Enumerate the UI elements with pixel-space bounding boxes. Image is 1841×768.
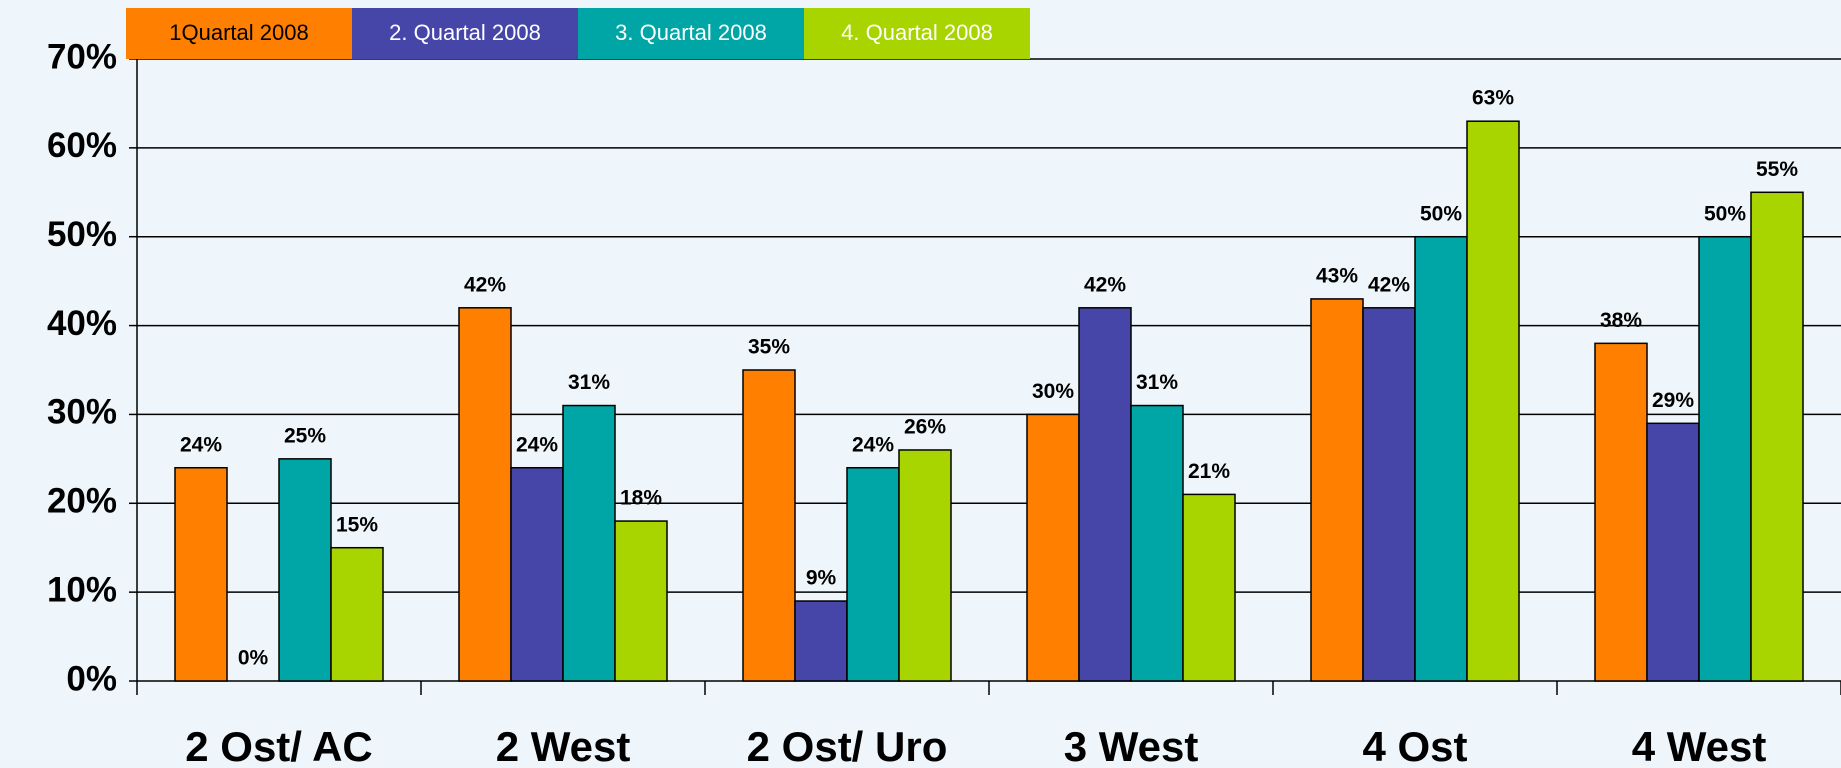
y-tick-label: 0% <box>66 659 117 698</box>
y-tick-label: 40% <box>47 304 117 343</box>
bar <box>562 404 616 682</box>
value-label: 43% <box>1316 264 1358 287</box>
bar <box>510 466 564 682</box>
bar <box>1414 235 1468 682</box>
value-label: 25% <box>284 424 326 447</box>
value-label: 24% <box>852 433 894 456</box>
bar <box>794 600 848 682</box>
value-label: 35% <box>748 336 790 359</box>
value-label: 55% <box>1756 158 1798 181</box>
y-tick-label: 50% <box>47 215 117 254</box>
bar <box>278 458 332 682</box>
x-tick-label: 2 West <box>496 723 631 768</box>
x-tick-label: 4 West <box>1632 723 1767 768</box>
bar <box>458 307 512 682</box>
value-label: 9% <box>806 567 837 590</box>
bar <box>1466 120 1520 682</box>
value-label: 26% <box>904 416 946 439</box>
bar <box>330 546 384 682</box>
value-label: 63% <box>1472 87 1514 110</box>
x-tick-label: 4 Ost <box>1362 723 1467 768</box>
x-tick-label: 2 Ost/ Uro <box>747 723 948 768</box>
x-tick-label: 2 Ost/ AC <box>185 723 372 768</box>
legend-swatch <box>804 8 1030 59</box>
legend-swatch <box>352 8 578 59</box>
y-tick-label: 10% <box>47 570 117 609</box>
bar <box>1078 307 1132 682</box>
y-tick-label: 30% <box>47 393 117 432</box>
bar <box>614 520 668 682</box>
value-label: 42% <box>1368 273 1410 296</box>
value-label: 31% <box>1136 371 1178 394</box>
legend-label: 3. Quartal 2008 <box>615 20 767 45</box>
legend-swatch <box>126 8 352 59</box>
bar <box>1026 413 1080 682</box>
bar <box>174 466 228 682</box>
y-tick-label: 20% <box>47 482 117 521</box>
bar <box>1310 298 1364 682</box>
value-label: 0% <box>238 647 269 670</box>
value-label: 29% <box>1652 389 1694 412</box>
value-label: 30% <box>1032 380 1074 403</box>
bar <box>898 449 952 682</box>
bar <box>1750 191 1804 682</box>
value-label: 24% <box>516 433 558 456</box>
bar <box>1182 493 1236 682</box>
value-label: 42% <box>1084 273 1126 296</box>
bar <box>1646 422 1700 682</box>
legend-label: 4. Quartal 2008 <box>841 20 993 45</box>
value-label: 18% <box>620 487 662 510</box>
value-label: 24% <box>180 433 222 456</box>
bar <box>742 369 796 682</box>
bar <box>1362 307 1416 682</box>
value-label: 31% <box>568 371 610 394</box>
y-tick-label: 70% <box>47 37 117 76</box>
bar <box>1594 342 1648 682</box>
legend-label: 1Quartal 2008 <box>169 20 308 45</box>
bar <box>846 466 900 682</box>
bar <box>1130 404 1184 682</box>
value-label: 50% <box>1420 202 1462 225</box>
value-label: 42% <box>464 273 506 296</box>
y-tick-label: 60% <box>47 126 117 165</box>
value-label: 38% <box>1600 309 1642 332</box>
legend-label: 2. Quartal 2008 <box>389 20 541 45</box>
value-label: 15% <box>336 513 378 536</box>
bar <box>1698 235 1752 682</box>
x-tick-label: 3 West <box>1064 723 1199 768</box>
value-label: 50% <box>1704 202 1746 225</box>
legend-swatch <box>578 8 804 59</box>
value-label: 21% <box>1188 460 1230 483</box>
